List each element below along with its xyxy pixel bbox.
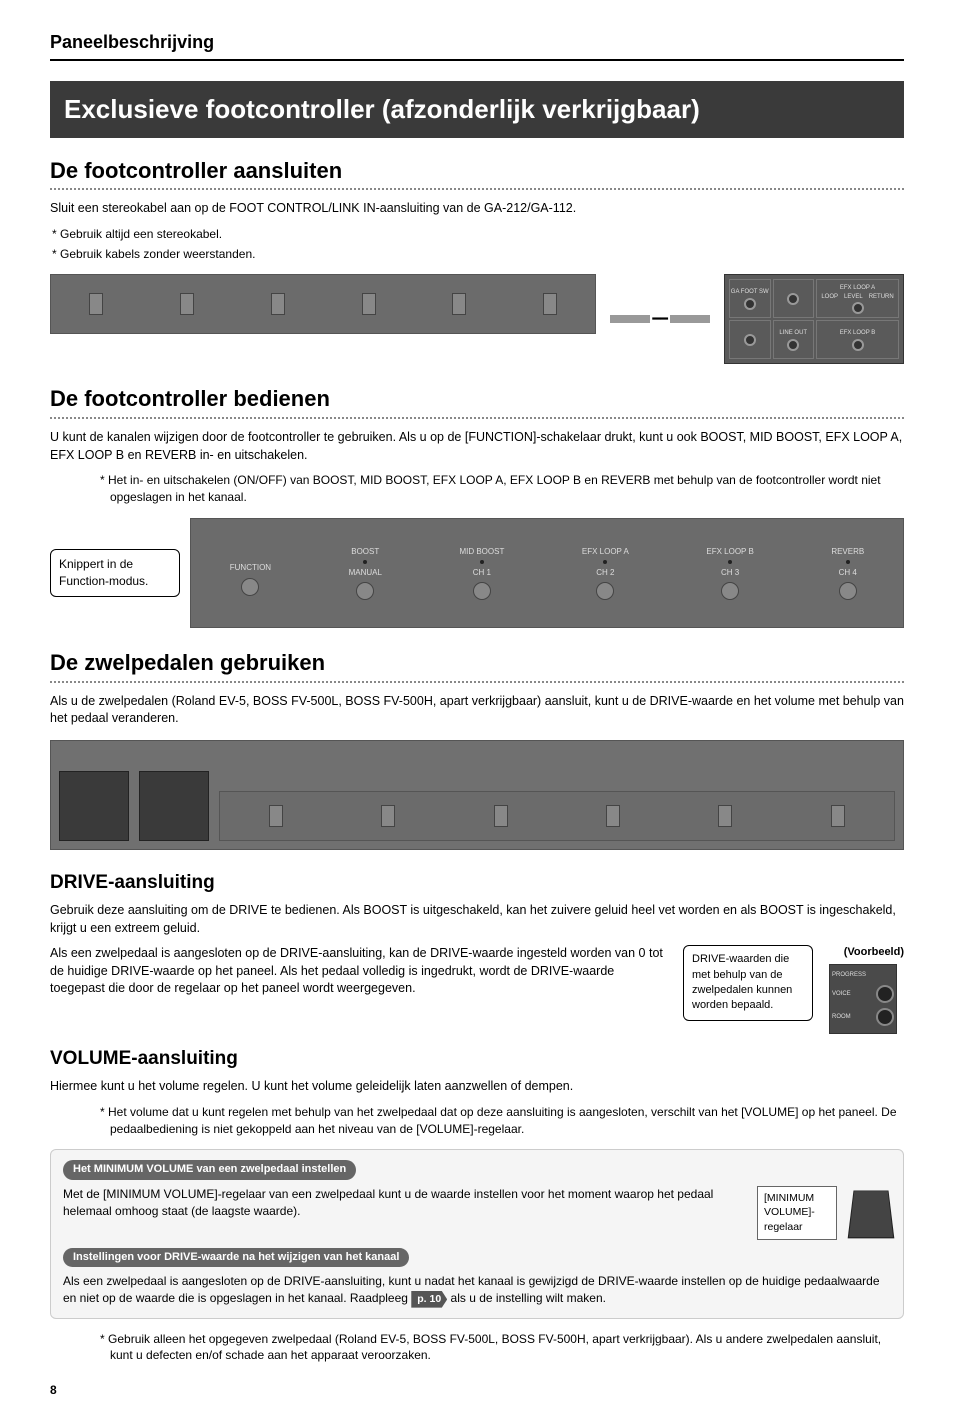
pedal-icon bbox=[848, 1190, 895, 1238]
footcontroller-top-diagram: FUNCTION BOOSTMANUAL MID BOOSTCH 1 EFX L… bbox=[190, 518, 904, 628]
operate-title: De footcontroller bedienen bbox=[50, 384, 904, 415]
connection-diagram: ━━ GA FOOT SW EFX LOOP ALOOPLEVELRETURN … bbox=[50, 274, 904, 364]
info-p1: Met de [MINIMUM VOLUME]-regelaar van een… bbox=[63, 1186, 743, 1220]
connect-intro: Sluit een stereokabel aan op de FOOT CON… bbox=[50, 200, 904, 218]
drive-p1: Gebruik deze aansluiting om de DRIVE te … bbox=[50, 902, 904, 937]
connect-note-1: Gebruik altijd een stereokabel. bbox=[52, 226, 904, 243]
divider bbox=[50, 417, 904, 419]
function-mode-callout: Knippert in de Function-modus. bbox=[50, 549, 180, 597]
min-volume-label-box: [MINIMUM VOLUME]-regelaar bbox=[757, 1186, 837, 1240]
label: EFX LOOP A bbox=[840, 284, 875, 292]
connect-title: De footcontroller aansluiten bbox=[50, 156, 904, 187]
cable-icon: ━━ bbox=[608, 274, 712, 364]
expression-intro: Als u de zwelpedalen (Roland EV-5, BOSS … bbox=[50, 693, 904, 728]
page-reference: p. 10 bbox=[411, 1291, 447, 1308]
expression-title: De zwelpedalen gebruiken bbox=[50, 648, 904, 679]
page-number: 8 bbox=[50, 1382, 904, 1399]
volume-p1: Hiermee kunt u het volume regelen. U kun… bbox=[50, 1078, 904, 1096]
pedal-icon bbox=[59, 771, 129, 841]
page-header: Paneelbeschrijving bbox=[50, 30, 904, 61]
drive-row: Als een zwelpedaal is aangesloten op de … bbox=[50, 945, 904, 1033]
example-label: (Voorbeeld) bbox=[829, 945, 904, 960]
drive-p2: Als een zwelpedaal is aangesloten op de … bbox=[50, 945, 667, 998]
operate-diagram-row: Knippert in de Function-modus. FUNCTION … bbox=[50, 518, 904, 628]
label: EFX LOOP B bbox=[840, 329, 876, 337]
drive-example-callout: DRIVE-waarden die met behulp van de zwel… bbox=[683, 945, 813, 1021]
info-box: Het MINIMUM VOLUME van een zwelpedaal in… bbox=[50, 1149, 904, 1318]
connect-note-2: Gebruik kabels zonder weerstanden. bbox=[52, 246, 904, 263]
label: GA FOOT SW bbox=[731, 288, 769, 296]
main-banner: Exclusieve footcontroller (afzonderlijk … bbox=[50, 81, 904, 137]
footcontroller-diagram bbox=[219, 791, 895, 841]
footcontroller-diagram bbox=[50, 274, 596, 334]
volume-title: VOLUME-aansluiting bbox=[50, 1046, 904, 1073]
drive-title: DRIVE-aansluiting bbox=[50, 870, 904, 897]
amp-back-panel: GA FOOT SW EFX LOOP ALOOPLEVELRETURN LIN… bbox=[724, 274, 904, 364]
pill-min-volume: Het MINIMUM VOLUME van een zwelpedaal in… bbox=[63, 1160, 356, 1179]
info-p2: Als een zwelpedaal is aangesloten op de … bbox=[63, 1273, 891, 1307]
knob-panel-diagram: PROGRESS VOICE ROOM bbox=[829, 964, 897, 1034]
label: LINE OUT bbox=[779, 329, 807, 337]
operate-intro: U kunt de kanalen wijzigen door de footc… bbox=[50, 429, 904, 464]
operate-note: Het in- en uitschakelen (ON/OFF) van BOO… bbox=[100, 472, 904, 506]
divider bbox=[50, 188, 904, 190]
divider bbox=[50, 681, 904, 683]
expression-pedal-diagram bbox=[50, 740, 904, 850]
volume-note: Het volume dat u kunt regelen met behulp… bbox=[100, 1104, 904, 1138]
final-note: Gebruik alleen het opgegeven zwelpedaal … bbox=[100, 1331, 904, 1365]
pedal-icon bbox=[139, 771, 209, 841]
pill-drive-settings: Instellingen voor DRIVE-waarde na het wi… bbox=[63, 1248, 409, 1267]
